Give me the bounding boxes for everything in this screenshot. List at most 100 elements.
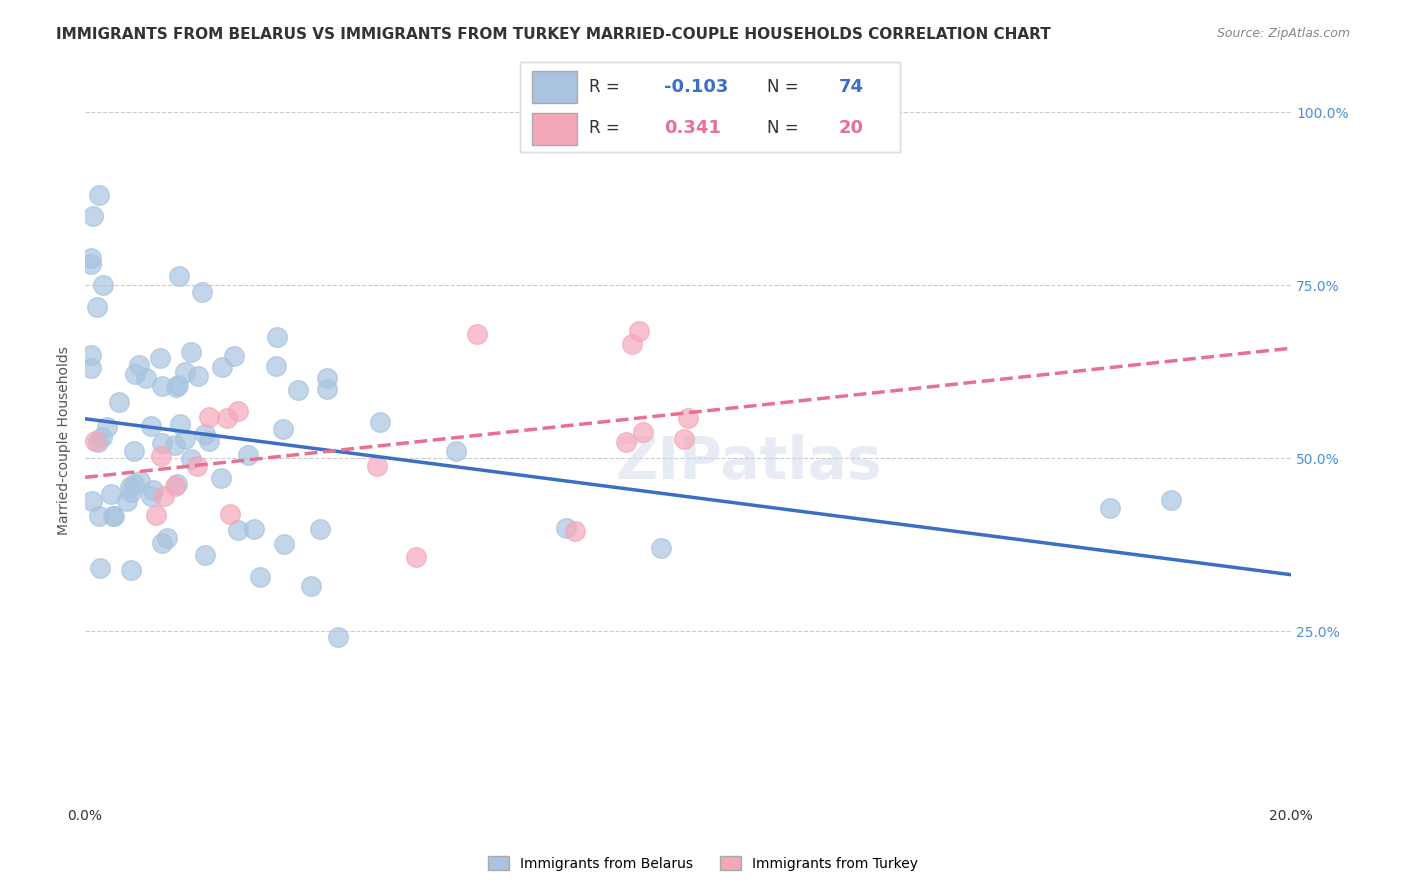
Text: 74: 74	[839, 78, 865, 95]
Belarus	[86, 301, 108, 315]
Belarus	[82, 493, 104, 508]
Belarus	[238, 448, 260, 462]
Belarus	[80, 360, 103, 375]
Belarus	[264, 359, 287, 373]
Belarus	[169, 417, 191, 431]
Legend: Immigrants from Belarus, Immigrants from Turkey: Immigrants from Belarus, Immigrants from…	[482, 850, 924, 876]
Belarus	[150, 536, 173, 550]
Turkey	[145, 508, 167, 522]
Belarus	[82, 209, 104, 223]
Belarus	[328, 630, 350, 644]
Belarus	[211, 360, 233, 375]
Belarus	[129, 474, 152, 488]
Belarus	[211, 471, 233, 485]
Belarus	[135, 371, 157, 385]
Turkey	[672, 433, 695, 447]
Text: R =: R =	[589, 119, 624, 136]
Belarus	[187, 368, 209, 383]
Belarus	[148, 351, 170, 366]
Belarus	[120, 485, 142, 500]
Belarus	[194, 427, 217, 442]
Turkey	[564, 524, 586, 538]
Belarus	[316, 382, 339, 396]
Belarus	[115, 493, 138, 508]
Belarus	[266, 330, 288, 344]
Turkey	[465, 326, 488, 341]
Belarus	[1160, 492, 1182, 507]
Text: R =: R =	[589, 78, 624, 95]
Belarus	[226, 523, 249, 537]
Belarus	[271, 422, 294, 436]
Belarus	[80, 257, 103, 271]
Text: 20: 20	[839, 119, 865, 136]
Belarus	[91, 278, 114, 293]
Belarus	[315, 370, 337, 384]
Belarus	[87, 434, 110, 449]
Belarus	[273, 537, 295, 551]
Belarus	[80, 347, 103, 361]
Turkey	[676, 411, 699, 425]
Belarus	[122, 444, 145, 458]
Belarus	[103, 509, 125, 524]
Turkey	[627, 324, 650, 338]
Turkey	[631, 425, 654, 440]
Belarus	[150, 435, 173, 450]
Turkey	[217, 410, 239, 425]
Text: IMMIGRANTS FROM BELARUS VS IMMIGRANTS FROM TURKEY MARRIED-COUPLE HOUSEHOLDS CORR: IMMIGRANTS FROM BELARUS VS IMMIGRANTS FR…	[56, 27, 1052, 42]
Belarus	[222, 349, 245, 363]
Belarus	[142, 483, 165, 498]
Belarus	[87, 188, 110, 202]
Belarus	[139, 489, 162, 503]
Y-axis label: Married-couple Households: Married-couple Households	[58, 347, 72, 535]
Belarus	[128, 358, 150, 372]
Turkey	[165, 479, 187, 493]
Text: Source: ZipAtlas.com: Source: ZipAtlas.com	[1216, 27, 1350, 40]
Belarus	[139, 418, 162, 433]
Turkey	[366, 458, 388, 473]
Belarus	[299, 579, 322, 593]
Belarus	[90, 430, 112, 444]
Belarus	[101, 508, 124, 523]
Belarus	[120, 564, 142, 578]
Turkey	[83, 434, 105, 449]
Belarus	[118, 480, 141, 494]
Text: -0.103: -0.103	[665, 78, 728, 95]
Text: ZIPatlas: ZIPatlas	[616, 434, 882, 491]
Turkey	[186, 459, 208, 474]
FancyBboxPatch shape	[531, 71, 578, 103]
Turkey	[621, 337, 644, 351]
Belarus	[150, 379, 173, 393]
Belarus	[174, 432, 197, 446]
Belarus	[249, 570, 271, 584]
Turkey	[614, 435, 637, 450]
Turkey	[219, 507, 242, 521]
Belarus	[89, 509, 111, 524]
Belarus	[89, 560, 111, 574]
Belarus	[173, 365, 195, 379]
Belarus	[180, 452, 202, 467]
Belarus	[444, 444, 467, 458]
Belarus	[166, 477, 188, 491]
Belarus	[163, 438, 186, 452]
Turkey	[226, 403, 249, 417]
Belarus	[124, 368, 146, 382]
Belarus	[650, 541, 672, 556]
Belarus	[165, 380, 187, 394]
Text: N =: N =	[768, 119, 804, 136]
Belarus	[80, 251, 103, 265]
Turkey	[152, 489, 174, 503]
Belarus	[197, 434, 219, 449]
Belarus	[180, 345, 202, 359]
Belarus	[108, 395, 131, 409]
Belarus	[243, 522, 266, 536]
Turkey	[405, 549, 427, 564]
Belarus	[100, 486, 122, 500]
Belarus	[122, 477, 145, 491]
Turkey	[150, 449, 173, 463]
Belarus	[194, 548, 217, 562]
Belarus	[287, 383, 309, 397]
FancyBboxPatch shape	[531, 113, 578, 145]
Belarus	[309, 522, 332, 536]
Belarus	[368, 416, 391, 430]
Belarus	[96, 419, 118, 434]
